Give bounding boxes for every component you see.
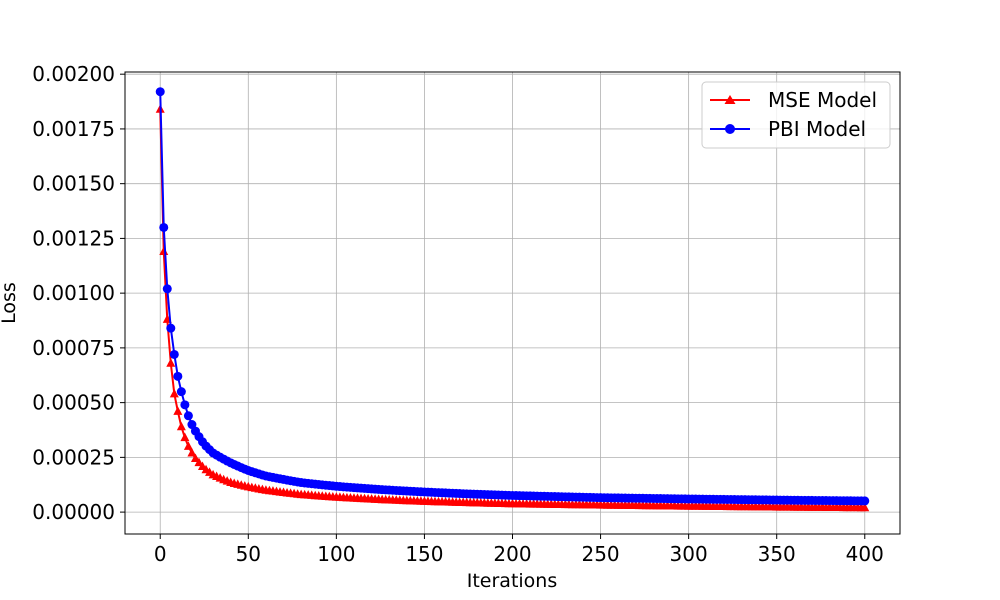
x-tick-label: 100 xyxy=(317,542,355,566)
legend-pbi-marker xyxy=(725,124,735,134)
data-point xyxy=(176,421,186,431)
data-point xyxy=(860,502,870,512)
x-axis: 0 50 100 150 200 250 300 350 400 xyxy=(154,534,884,566)
data-point xyxy=(169,388,179,398)
x-tick-label: 200 xyxy=(493,542,531,566)
data-point xyxy=(176,387,186,397)
y-tick-label: 0.00175 xyxy=(32,117,115,141)
data-point xyxy=(162,284,172,294)
data-point xyxy=(173,406,183,415)
data-point xyxy=(183,441,193,450)
series-mse-model xyxy=(155,104,870,512)
data-point xyxy=(187,447,197,457)
x-tick-label: 250 xyxy=(581,542,619,566)
data-point xyxy=(155,87,165,97)
y-tick-label: 0.00200 xyxy=(32,62,115,86)
series-layer xyxy=(155,87,870,512)
x-tick-label: 150 xyxy=(405,542,443,566)
data-point xyxy=(180,432,190,442)
x-axis-label: Iterations xyxy=(467,570,558,592)
legend-mse-label: MSE Model xyxy=(768,88,877,112)
data-point xyxy=(187,420,197,430)
grid-lines xyxy=(125,72,900,534)
legend: MSE Model PBI Model xyxy=(701,81,891,149)
series-pbi-model xyxy=(155,87,870,506)
data-point xyxy=(190,453,200,462)
y-tick-label: 0.00050 xyxy=(32,391,115,415)
data-point xyxy=(173,371,183,381)
x-tick-label: 50 xyxy=(236,542,261,566)
y-tick-label: 0.00025 xyxy=(32,445,115,469)
data-point xyxy=(166,323,176,333)
y-tick-label: 0.00075 xyxy=(32,336,115,360)
data-point xyxy=(860,496,870,506)
data-point xyxy=(180,400,190,410)
y-axis-label: Loss xyxy=(0,282,20,324)
data-point xyxy=(169,349,179,359)
y-tick-label: 0.00125 xyxy=(32,226,115,250)
legend-box xyxy=(701,81,891,149)
y-tick-label: 0.00000 xyxy=(32,500,115,524)
y-tick-label: 0.00100 xyxy=(32,281,115,305)
x-tick-label: 350 xyxy=(758,542,796,566)
x-tick-label: 300 xyxy=(670,542,708,566)
data-point xyxy=(166,358,176,367)
legend-pbi-label: PBI Model xyxy=(768,117,866,141)
x-tick-label: 0 xyxy=(154,542,167,566)
legend-mse-marker xyxy=(724,95,736,104)
y-axis: 0.00000 0.00025 0.00050 0.00075 0.00100 0.001… xyxy=(32,62,125,524)
y-tick-label: 0.00150 xyxy=(32,172,115,196)
x-tick-label: 400 xyxy=(846,542,884,566)
data-point xyxy=(159,222,169,232)
data-point xyxy=(183,411,193,421)
